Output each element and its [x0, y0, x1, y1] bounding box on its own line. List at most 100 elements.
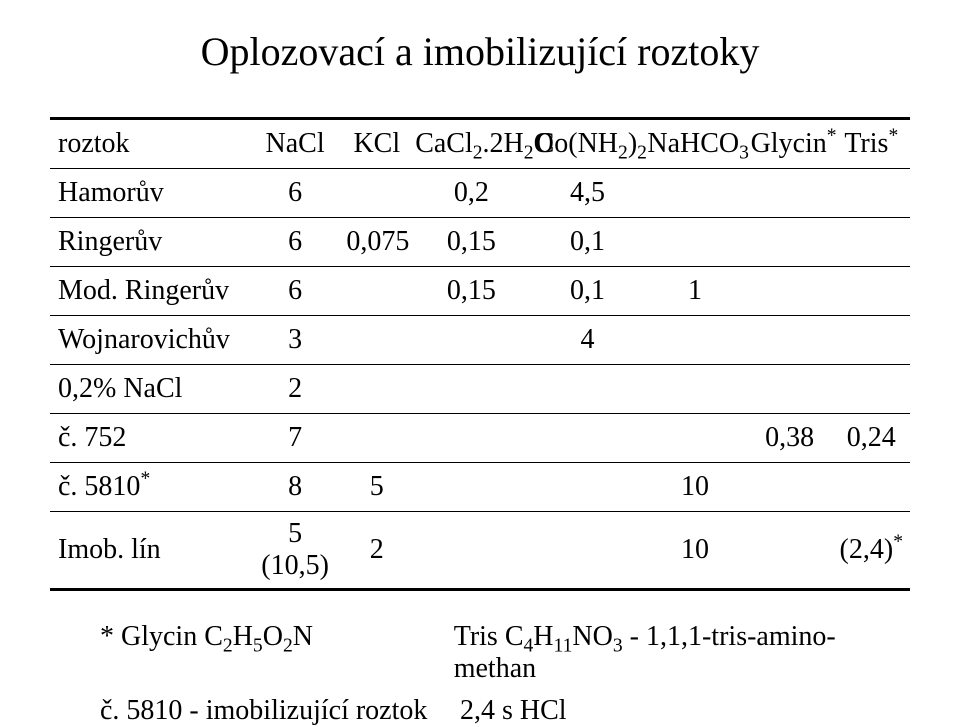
fn1-le: 2	[283, 636, 293, 657]
row-name: č. 752	[50, 414, 248, 463]
cell-conh	[532, 463, 644, 512]
fn1-rc: 11	[554, 636, 573, 657]
cell-tris	[833, 365, 910, 414]
table-row: Hamorův6 0,24,5	[50, 169, 910, 218]
col-glycin: Glycin*	[747, 119, 833, 169]
cell-nacl: 2	[248, 365, 343, 414]
col-kcl: KCl	[342, 119, 411, 169]
conh-sub2: 2	[637, 143, 647, 164]
cell-kcl	[342, 365, 411, 414]
cell-tris	[833, 463, 910, 512]
footnote-1: * Glycin C2H5O2N Tris C4H11NO3 - 1,1,1-t…	[100, 621, 910, 685]
row-name: Mod. Ringerův	[50, 267, 248, 316]
cell-cacl	[411, 512, 531, 590]
table-row: Wojnarovichův3 4	[50, 316, 910, 365]
footnote-2-left: č. 5810 - imobilizující roztok	[100, 695, 460, 727]
table-row: č. 5810*85 10	[50, 463, 910, 512]
cell-kcl: 2	[342, 512, 411, 590]
footnote-2-right: 2,4 s HCl	[460, 695, 567, 727]
cell-nahco	[643, 218, 746, 267]
col-tris: Tris*	[833, 119, 910, 169]
cell-tris: 0,24	[833, 414, 910, 463]
glycin-sup: *	[827, 126, 837, 147]
row-name: Imob. lín	[50, 512, 248, 590]
cell-glycin	[747, 218, 833, 267]
fn1-lc: 5	[253, 636, 263, 657]
col-roztok: roztok	[50, 119, 248, 169]
cell-glycin	[747, 463, 833, 512]
cell-glycin	[747, 169, 833, 218]
tris-sup: *	[888, 126, 898, 147]
conh-sub1: 2	[618, 143, 628, 164]
table-row: Ringerův60,0750,150,1	[50, 218, 910, 267]
cell-tris	[833, 218, 910, 267]
cell-conh: 0,1	[532, 267, 644, 316]
cacl-mid: .2H	[483, 128, 524, 159]
cell-tris: (2,4)*	[833, 512, 910, 590]
fn1-ld: O	[263, 621, 283, 652]
row-name: 0,2% NaCl	[50, 365, 248, 414]
fn1-rd: NO	[572, 621, 612, 652]
cell-nacl: 6	[248, 218, 343, 267]
page-title: Oplozovací a imobilizující roztoky	[50, 28, 910, 75]
cell-cacl: 0,2	[411, 169, 531, 218]
row-name: Hamorův	[50, 169, 248, 218]
cell-nahco	[643, 316, 746, 365]
fn1-rp: Tris C	[454, 621, 524, 652]
table-header-row: roztok NaCl KCl CaCl2.2H2O Co(NH2)2 NaHC…	[50, 119, 910, 169]
cell-nacl: 8	[248, 463, 343, 512]
cell-kcl	[342, 414, 411, 463]
cell-kcl	[342, 169, 411, 218]
nahco-sub: 3	[739, 143, 749, 164]
glycin-base: Glycin	[751, 128, 827, 159]
cacl-sub2: 2	[524, 143, 534, 164]
fn1-lf: N	[293, 621, 313, 652]
cell-glycin	[747, 267, 833, 316]
nahco-base: NaHCO	[647, 128, 739, 159]
cacl-sub1: 2	[473, 143, 483, 164]
cell-cacl	[411, 365, 531, 414]
row-name: Wojnarovichův	[50, 316, 248, 365]
cell-cacl: 0,15	[411, 267, 531, 316]
cell-cacl	[411, 316, 531, 365]
cell-nacl: 6	[248, 169, 343, 218]
cell-nacl: 5 (10,5)	[248, 512, 343, 590]
table-row: Mod. Ringerův60,150,11	[50, 267, 910, 316]
cell-conh	[532, 365, 644, 414]
fn1-lb: H	[233, 621, 253, 652]
table-row: 0,2% NaCl2	[50, 365, 910, 414]
cell-kcl: 0,075	[342, 218, 411, 267]
cell-cacl	[411, 463, 531, 512]
table-row: Imob. lín5 (10,5)2 10 (2,4)*	[50, 512, 910, 590]
cell-conh: 4	[532, 316, 644, 365]
cell-glycin: 0,38	[747, 414, 833, 463]
cell-cacl	[411, 414, 531, 463]
cell-conh	[532, 512, 644, 590]
cell-nahco	[643, 414, 746, 463]
cell-kcl: 5	[342, 463, 411, 512]
footnotes: * Glycin C2H5O2N Tris C4H11NO3 - 1,1,1-t…	[50, 621, 910, 727]
col-nacl: NaCl	[248, 119, 343, 169]
conh-base: Co(NH	[536, 128, 618, 159]
cell-glycin	[747, 365, 833, 414]
col-cacl: CaCl2.2H2O	[411, 119, 531, 169]
fn1-re: 3	[613, 636, 623, 657]
row-name: Ringerův	[50, 218, 248, 267]
solutions-table: roztok NaCl KCl CaCl2.2H2O Co(NH2)2 NaHC…	[50, 117, 910, 591]
fn1-lp: * Glycin C	[100, 621, 223, 652]
col-conh: Co(NH2)2	[532, 119, 644, 169]
cell-cacl: 0,15	[411, 218, 531, 267]
fn1-la: 2	[223, 636, 233, 657]
cell-nahco: 10	[643, 463, 746, 512]
footnote-1-right: Tris C4H11NO3 - 1,1,1-tris-amino-methan	[454, 621, 910, 685]
cacl-base: CaCl	[415, 128, 473, 159]
cell-kcl	[342, 267, 411, 316]
cell-glycin	[747, 512, 833, 590]
cell-nacl: 7	[248, 414, 343, 463]
cell-conh: 4,5	[532, 169, 644, 218]
row-name: č. 5810*	[50, 463, 248, 512]
footnote-2: č. 5810 - imobilizující roztok 2,4 s HCl	[100, 695, 910, 727]
cell-tris	[833, 169, 910, 218]
cell-nahco: 10	[643, 512, 746, 590]
cell-nacl: 3	[248, 316, 343, 365]
